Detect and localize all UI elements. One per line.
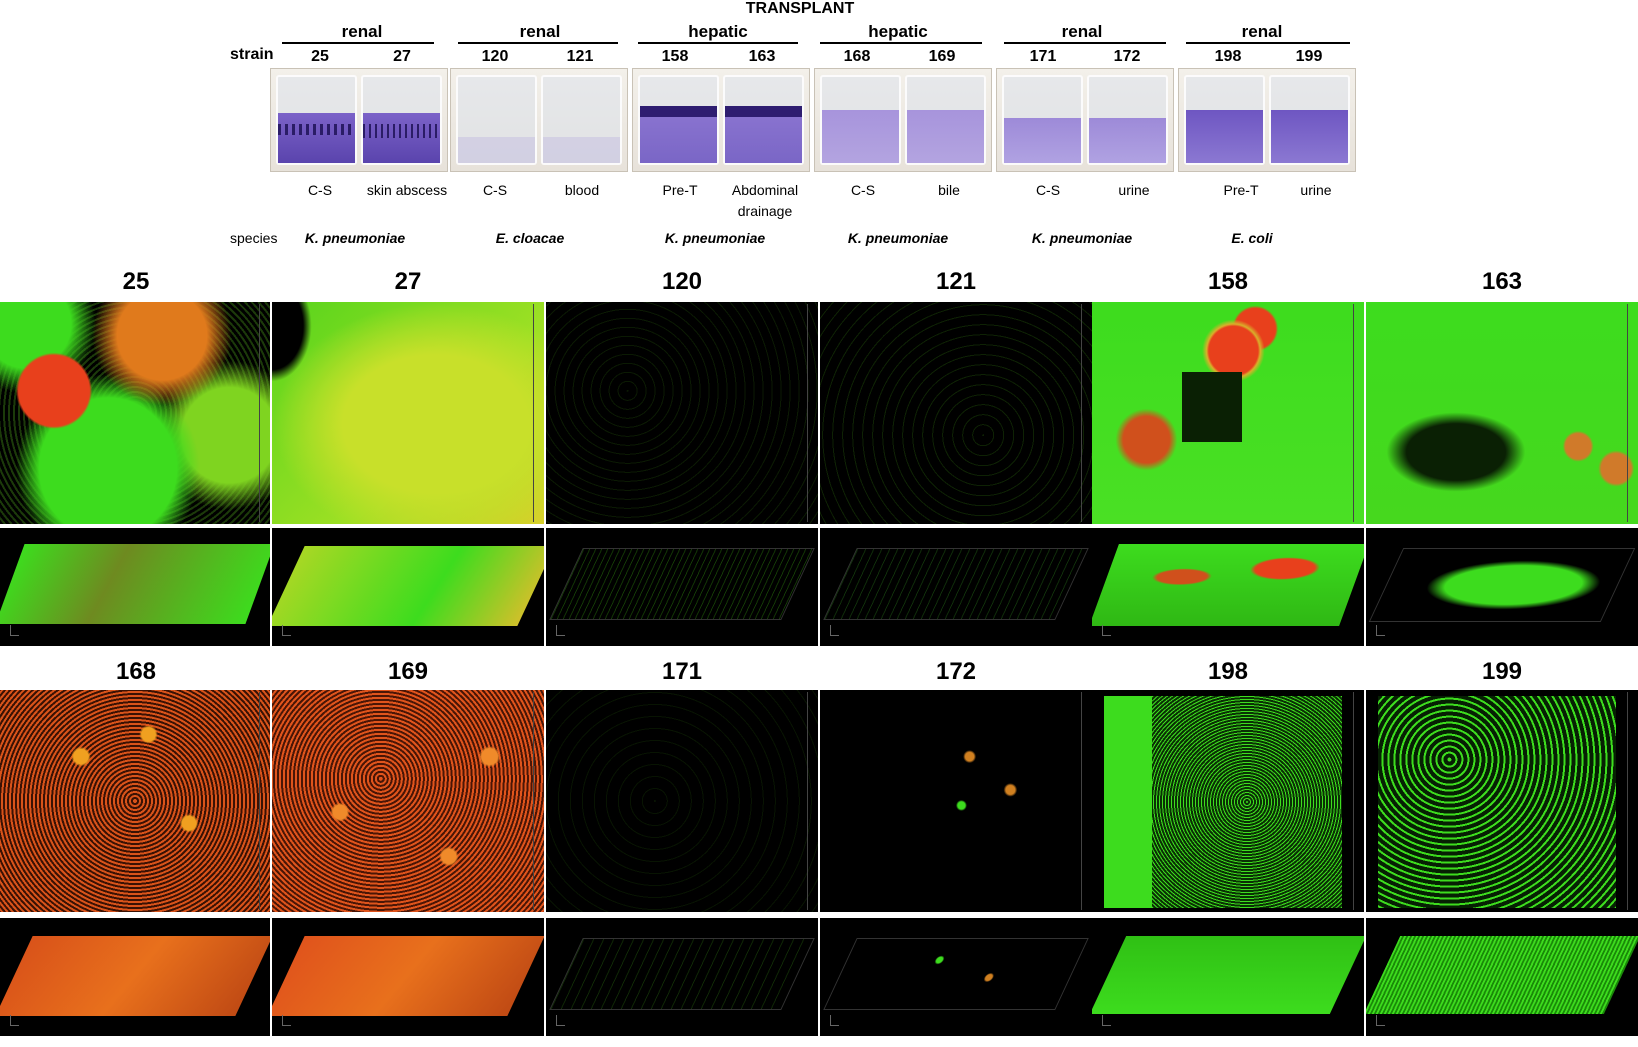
panel-label: 198 — [1207, 658, 1249, 685]
transplant-line — [820, 42, 982, 44]
confocal-3d-panel-27 — [272, 528, 544, 646]
confocal-panel-168 — [0, 690, 270, 912]
panel-label: 158 — [1207, 268, 1249, 295]
transplant-label-6: renal — [1241, 22, 1283, 41]
confocal-panel-198 — [1092, 690, 1364, 912]
transplant-label-5: renal — [1061, 22, 1103, 41]
species-name: K. pneumoniae — [847, 230, 949, 246]
strain-number: 25 — [311, 48, 329, 65]
panel-label: 171 — [661, 658, 703, 685]
species-name: E. cloacae — [495, 230, 565, 246]
confocal-3d-panel-168 — [0, 918, 270, 1036]
species-name: E. coli — [1231, 230, 1273, 246]
confocal-3d-panel-169 — [272, 918, 544, 1036]
crystal-violet-photo — [632, 68, 810, 172]
panel-label: 168 — [115, 658, 157, 685]
confocal-panel-171 — [546, 690, 818, 912]
confocal-panel-120 — [546, 302, 818, 524]
confocal-panel-169 — [272, 690, 544, 912]
confocal-3d-panel-198 — [1092, 918, 1364, 1036]
source-label: bile — [938, 182, 960, 198]
source-label: C-S — [1035, 182, 1061, 198]
strain-number: 199 — [1295, 48, 1323, 65]
panel-label: 27 — [394, 268, 422, 295]
panel-label: 163 — [1481, 268, 1523, 295]
transplant-line — [638, 42, 798, 44]
confocal-panel-121 — [820, 302, 1092, 524]
strain-number: 168 — [843, 48, 871, 65]
transplant-line — [1004, 42, 1166, 44]
species-name: K. pneumoniae — [664, 230, 766, 246]
confocal-3d-panel-163 — [1366, 528, 1638, 646]
crystal-violet-photo — [814, 68, 992, 172]
transplant-label-2: renal — [519, 22, 561, 41]
crystal-violet-photo — [1178, 68, 1356, 172]
source-label: urine — [1300, 182, 1332, 198]
transplant-line — [1186, 42, 1350, 44]
strain-number: 163 — [748, 48, 776, 65]
confocal-3d-panel-199 — [1366, 918, 1638, 1036]
confocal-panel-172 — [820, 690, 1092, 912]
transplant-line — [458, 42, 618, 44]
confocal-panel-158 — [1092, 302, 1364, 524]
transplant-label-3: hepatic — [688, 22, 748, 41]
source-label: Pre-T — [662, 182, 698, 198]
confocal-panel-199 — [1366, 690, 1638, 912]
confocal-3d-panel-120 — [546, 528, 818, 646]
source-label: urine — [1118, 182, 1150, 198]
confocal-3d-panel-158 — [1092, 528, 1364, 646]
confocal-panel-27 — [272, 302, 544, 524]
panel-label: 121 — [935, 268, 977, 295]
strain-label: strain — [230, 46, 274, 63]
confocal-3d-panel-172 — [820, 918, 1092, 1036]
crystal-violet-photo — [270, 68, 448, 172]
panel-label: 25 — [122, 268, 150, 295]
source-label: C-S — [850, 182, 876, 198]
species-name: K. pneumoniae — [1031, 230, 1133, 246]
panel-label: 169 — [387, 658, 429, 685]
confocal-panel-163 — [1366, 302, 1638, 524]
species-label: species — [230, 230, 278, 246]
strain-number: 27 — [393, 48, 411, 65]
source-label: Pre-T — [1223, 182, 1259, 198]
strain-number: 120 — [481, 48, 509, 65]
panel-label: 199 — [1481, 658, 1523, 685]
strain-number: 172 — [1113, 48, 1141, 65]
crystal-violet-photo — [996, 68, 1174, 172]
transplant-line — [282, 42, 434, 44]
confocal-3d-panel-171 — [546, 918, 818, 1036]
confocal-3d-panel-25 — [0, 528, 270, 646]
figure-title: TRANSPLANT — [745, 0, 855, 17]
transplant-label-4: hepatic — [868, 22, 928, 41]
source-label: blood — [564, 182, 600, 198]
strain-number: 169 — [928, 48, 956, 65]
strain-number: 121 — [566, 48, 594, 65]
panel-label: 172 — [935, 658, 977, 685]
confocal-3d-panel-121 — [820, 528, 1092, 646]
source-label: C-S — [482, 182, 508, 198]
source-label: C-S — [307, 182, 333, 198]
panel-label: 120 — [661, 268, 703, 295]
strain-number: 198 — [1214, 48, 1242, 65]
species-name: K. pneumoniae — [304, 230, 406, 246]
strain-number: 171 — [1029, 48, 1057, 65]
crystal-violet-photo — [450, 68, 628, 172]
source-label: skin abscess — [366, 182, 448, 198]
source-label: Abdominal drainage — [731, 182, 799, 219]
transplant-label-1: renal — [341, 22, 383, 41]
strain-number: 158 — [661, 48, 689, 65]
confocal-panel-25 — [0, 302, 270, 524]
